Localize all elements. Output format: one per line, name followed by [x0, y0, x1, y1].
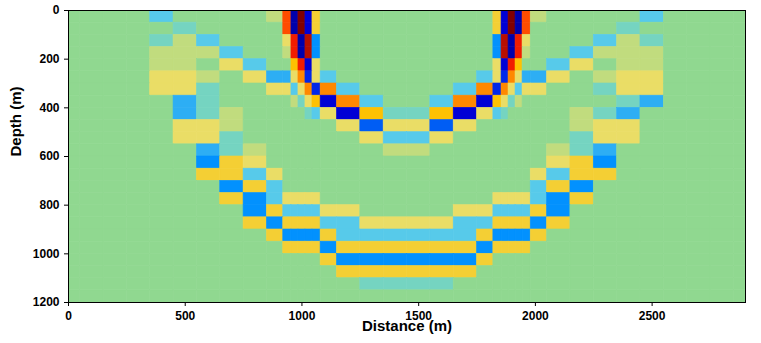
svg-text:500: 500 — [175, 309, 195, 323]
svg-text:0: 0 — [65, 309, 72, 323]
svg-text:800: 800 — [39, 198, 59, 212]
svg-text:200: 200 — [39, 52, 59, 66]
svg-text:2500: 2500 — [639, 309, 666, 323]
svg-text:1200: 1200 — [33, 295, 60, 309]
svg-text:600: 600 — [39, 149, 59, 163]
svg-text:400: 400 — [39, 101, 59, 115]
svg-text:2000: 2000 — [522, 309, 549, 323]
svg-text:Distance (m): Distance (m) — [362, 317, 452, 334]
svg-text:1000: 1000 — [33, 247, 60, 261]
svg-text:0: 0 — [53, 3, 60, 17]
svg-text:1000: 1000 — [289, 309, 316, 323]
svg-text:Depth (m): Depth (m) — [7, 87, 24, 157]
